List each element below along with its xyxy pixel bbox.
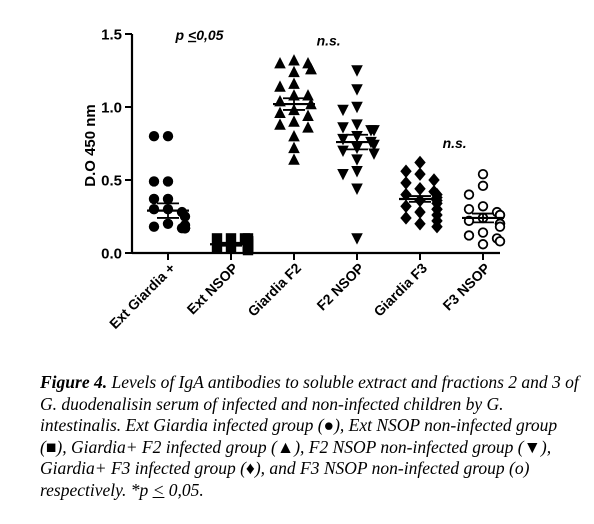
data-point-square <box>211 243 223 254</box>
data-point-triangle-down <box>351 65 363 77</box>
chart-annotations: p <0,05 n.s. n.s. <box>175 27 467 151</box>
data-point-triangle-up <box>288 141 300 154</box>
data-point-open-circle <box>477 201 489 212</box>
data-point-diamond <box>400 211 412 225</box>
data-point-triangle-down <box>337 104 349 117</box>
data-point-triangle-up <box>288 54 300 66</box>
data-point-circle <box>162 218 174 229</box>
data-point-triangle-down <box>351 233 363 245</box>
chart-marks <box>147 54 506 256</box>
data-point-triangle-down <box>351 84 363 96</box>
data-point-triangle-down <box>351 154 363 166</box>
x-category-label: Ext Giardia + <box>106 260 178 332</box>
data-point-circle <box>148 193 160 205</box>
data-point-triangle-up <box>274 106 286 119</box>
data-point-triangle-down <box>368 148 380 160</box>
figure-panel: 0.0 0.5 1.0 1.5 D.O 450 nm Ext Giardia + Ext N… <box>82 27 506 332</box>
x-category-label: F2 NSOP <box>313 260 367 314</box>
data-point-triangle-down <box>337 133 349 146</box>
data-point-triangle-up <box>302 121 314 133</box>
data-point-square <box>225 243 237 254</box>
data-point-diamond <box>414 205 426 219</box>
data-point-triangle-down <box>337 122 349 134</box>
caption-lead: Figure 4. <box>40 372 108 392</box>
data-point-circle <box>148 221 160 232</box>
y-axis-label: D.O 450 nm <box>82 104 99 187</box>
data-point-triangle-up <box>305 62 317 75</box>
data-point-open-circle <box>477 239 489 250</box>
x-category-label: Giardia F2 <box>244 260 304 320</box>
data-point-diamond <box>428 173 440 187</box>
p-value-annotation: p <0,05 <box>175 27 224 43</box>
data-point-triangle-down <box>351 166 363 178</box>
data-point-triangle-up <box>302 109 314 121</box>
data-point-open-circle <box>463 230 475 241</box>
scatter-chart: 0.0 0.5 1.0 1.5 D.O 450 nm Ext Giardia + Ext N… <box>82 27 506 332</box>
data-point-circle <box>162 131 174 142</box>
figure-caption: Figure 4. Levels of IgA antibodies to so… <box>40 372 580 501</box>
data-point-triangle-up <box>274 80 286 92</box>
data-point-triangle-up <box>288 153 300 165</box>
data-point-triangle-up <box>288 77 300 89</box>
data-point-diamond <box>400 164 412 178</box>
data-point-open-circle <box>494 221 506 232</box>
data-point-diamond <box>400 176 412 190</box>
data-point-triangle-down <box>337 145 349 157</box>
data-point-triangle-down <box>351 119 363 131</box>
x-category-label: Giardia F3 <box>370 260 430 320</box>
data-point-open-circle <box>477 168 489 180</box>
x-category-label: F3 NSOP <box>439 260 493 314</box>
data-point-open-circle <box>463 189 475 200</box>
data-point-circle <box>179 211 191 222</box>
x-category-label: Ext NSOP <box>184 260 242 318</box>
data-point-triangle-down <box>351 101 363 114</box>
data-point-square <box>242 244 254 256</box>
data-point-square <box>211 233 223 244</box>
data-point-diamond <box>414 217 426 231</box>
y-tick-label: 1.0 <box>101 100 122 117</box>
data-point-open-circle <box>477 180 489 192</box>
data-point-triangle-up <box>288 130 300 142</box>
y-tick-label: 0.5 <box>101 173 122 190</box>
data-point-triangle-up <box>288 65 300 78</box>
data-point-circle <box>148 131 160 142</box>
data-point-circle <box>162 193 174 205</box>
data-point-diamond <box>414 167 426 181</box>
data-point-triangle-up <box>288 115 300 127</box>
caption-text-part2: 0,05. <box>164 479 204 500</box>
data-point-circle <box>162 176 174 187</box>
y-tick-label: 1.5 <box>101 27 122 44</box>
ns-annotation: n.s. <box>317 33 341 49</box>
data-point-open-circle <box>494 236 506 247</box>
data-point-triangle-up <box>274 57 286 69</box>
data-point-diamond <box>431 220 443 234</box>
data-point-diamond <box>414 182 426 196</box>
data-point-triangle-up <box>274 118 286 130</box>
y-tick-label: 0.0 <box>101 246 122 263</box>
data-point-triangle-down <box>368 125 380 137</box>
data-point-triangle-up <box>302 89 314 101</box>
data-point-open-circle <box>463 203 475 215</box>
data-point-square <box>225 233 237 244</box>
caption-text-part1: Levels of IgA antibodies to soluble extr… <box>40 372 579 500</box>
caption-sign: < <box>152 479 165 500</box>
data-point-circle <box>179 220 191 231</box>
data-point-circle <box>148 204 160 215</box>
data-point-circle <box>148 176 160 187</box>
data-point-diamond <box>414 155 426 170</box>
data-point-triangle-down <box>337 168 349 181</box>
data-point-diamond <box>400 199 412 213</box>
data-point-triangle-down <box>351 183 363 195</box>
ns-annotation: n.s. <box>443 135 467 151</box>
data-point-open-circle <box>477 227 489 238</box>
